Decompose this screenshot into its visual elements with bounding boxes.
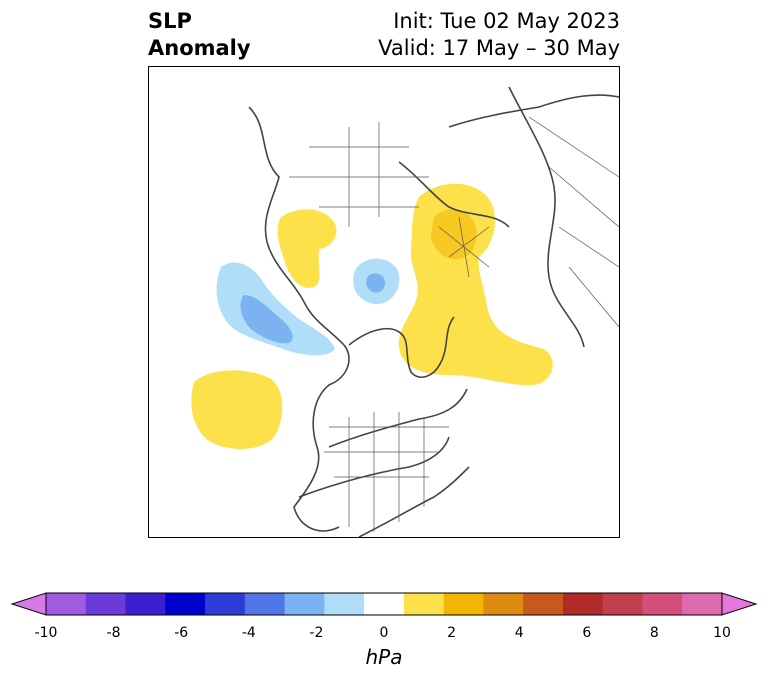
colorbar-outline — [45, 592, 723, 616]
anomaly-negative-bering-core — [240, 295, 293, 344]
colorbar-tick-label: 4 — [514, 625, 524, 641]
valid-range: Valid: 17 May – 30 May — [378, 36, 620, 60]
colorbar-bin — [682, 593, 723, 615]
colorbar-extend-low — [10, 592, 47, 616]
colorbar — [10, 592, 758, 616]
anomaly-positive-pacific — [191, 370, 283, 449]
colorbar-tick-label: -6 — [174, 625, 189, 641]
colorbar-bin — [165, 593, 206, 615]
anomaly-positive-siberia-core — [431, 209, 477, 260]
title-type: Anomaly — [148, 36, 251, 60]
colorbar-bin — [483, 593, 524, 615]
colorbar-bin — [602, 593, 643, 615]
colorbar-bin — [284, 593, 325, 615]
colorbar-tick-label: 10 — [713, 625, 731, 641]
coastlines — [248, 86, 619, 537]
borders — [289, 116, 619, 532]
colorbar-tick-label: 8 — [649, 625, 659, 641]
colorbar-tick-label: -8 — [106, 625, 121, 641]
colorbar-bin — [443, 593, 484, 615]
anomaly-negative-arctic-core — [366, 273, 385, 293]
colorbar-tick-label: 6 — [582, 625, 592, 641]
colorbar-extend-high — [721, 592, 758, 616]
colorbar-bin — [205, 593, 246, 615]
map-canvas — [191, 86, 619, 537]
anomaly-negative-bering — [216, 262, 335, 356]
colorbar-tick-label: -10 — [34, 625, 58, 641]
colorbar-tick-label: -4 — [241, 625, 256, 641]
colorbar-bin — [562, 593, 604, 615]
colorbar-bin — [642, 593, 683, 615]
colorbar-tick-label: -2 — [309, 625, 324, 641]
colorbar-unit: hPa — [365, 645, 403, 669]
colorbar-bin — [523, 593, 564, 615]
title-variable: SLP — [148, 9, 192, 33]
colorbar-bin — [125, 593, 166, 615]
anomaly-positive-alaska — [277, 209, 337, 288]
colorbar-bin — [403, 593, 445, 615]
colorbar-bin — [364, 593, 405, 615]
colorbar-bin — [244, 593, 286, 615]
colorbar-tick-label: 2 — [447, 625, 457, 641]
colorbar-bin — [324, 593, 365, 615]
init-date: Init: Tue 02 May 2023 — [393, 9, 620, 33]
map-panel — [148, 66, 620, 538]
colorbar-bin — [46, 593, 87, 615]
colorbar-tick-label: 0 — [379, 625, 389, 641]
colorbar-bin — [85, 593, 127, 615]
map-title: SLP Anomaly — [148, 8, 251, 62]
map-dates: Init: Tue 02 May 2023 Valid: 17 May – 30… — [378, 8, 620, 62]
